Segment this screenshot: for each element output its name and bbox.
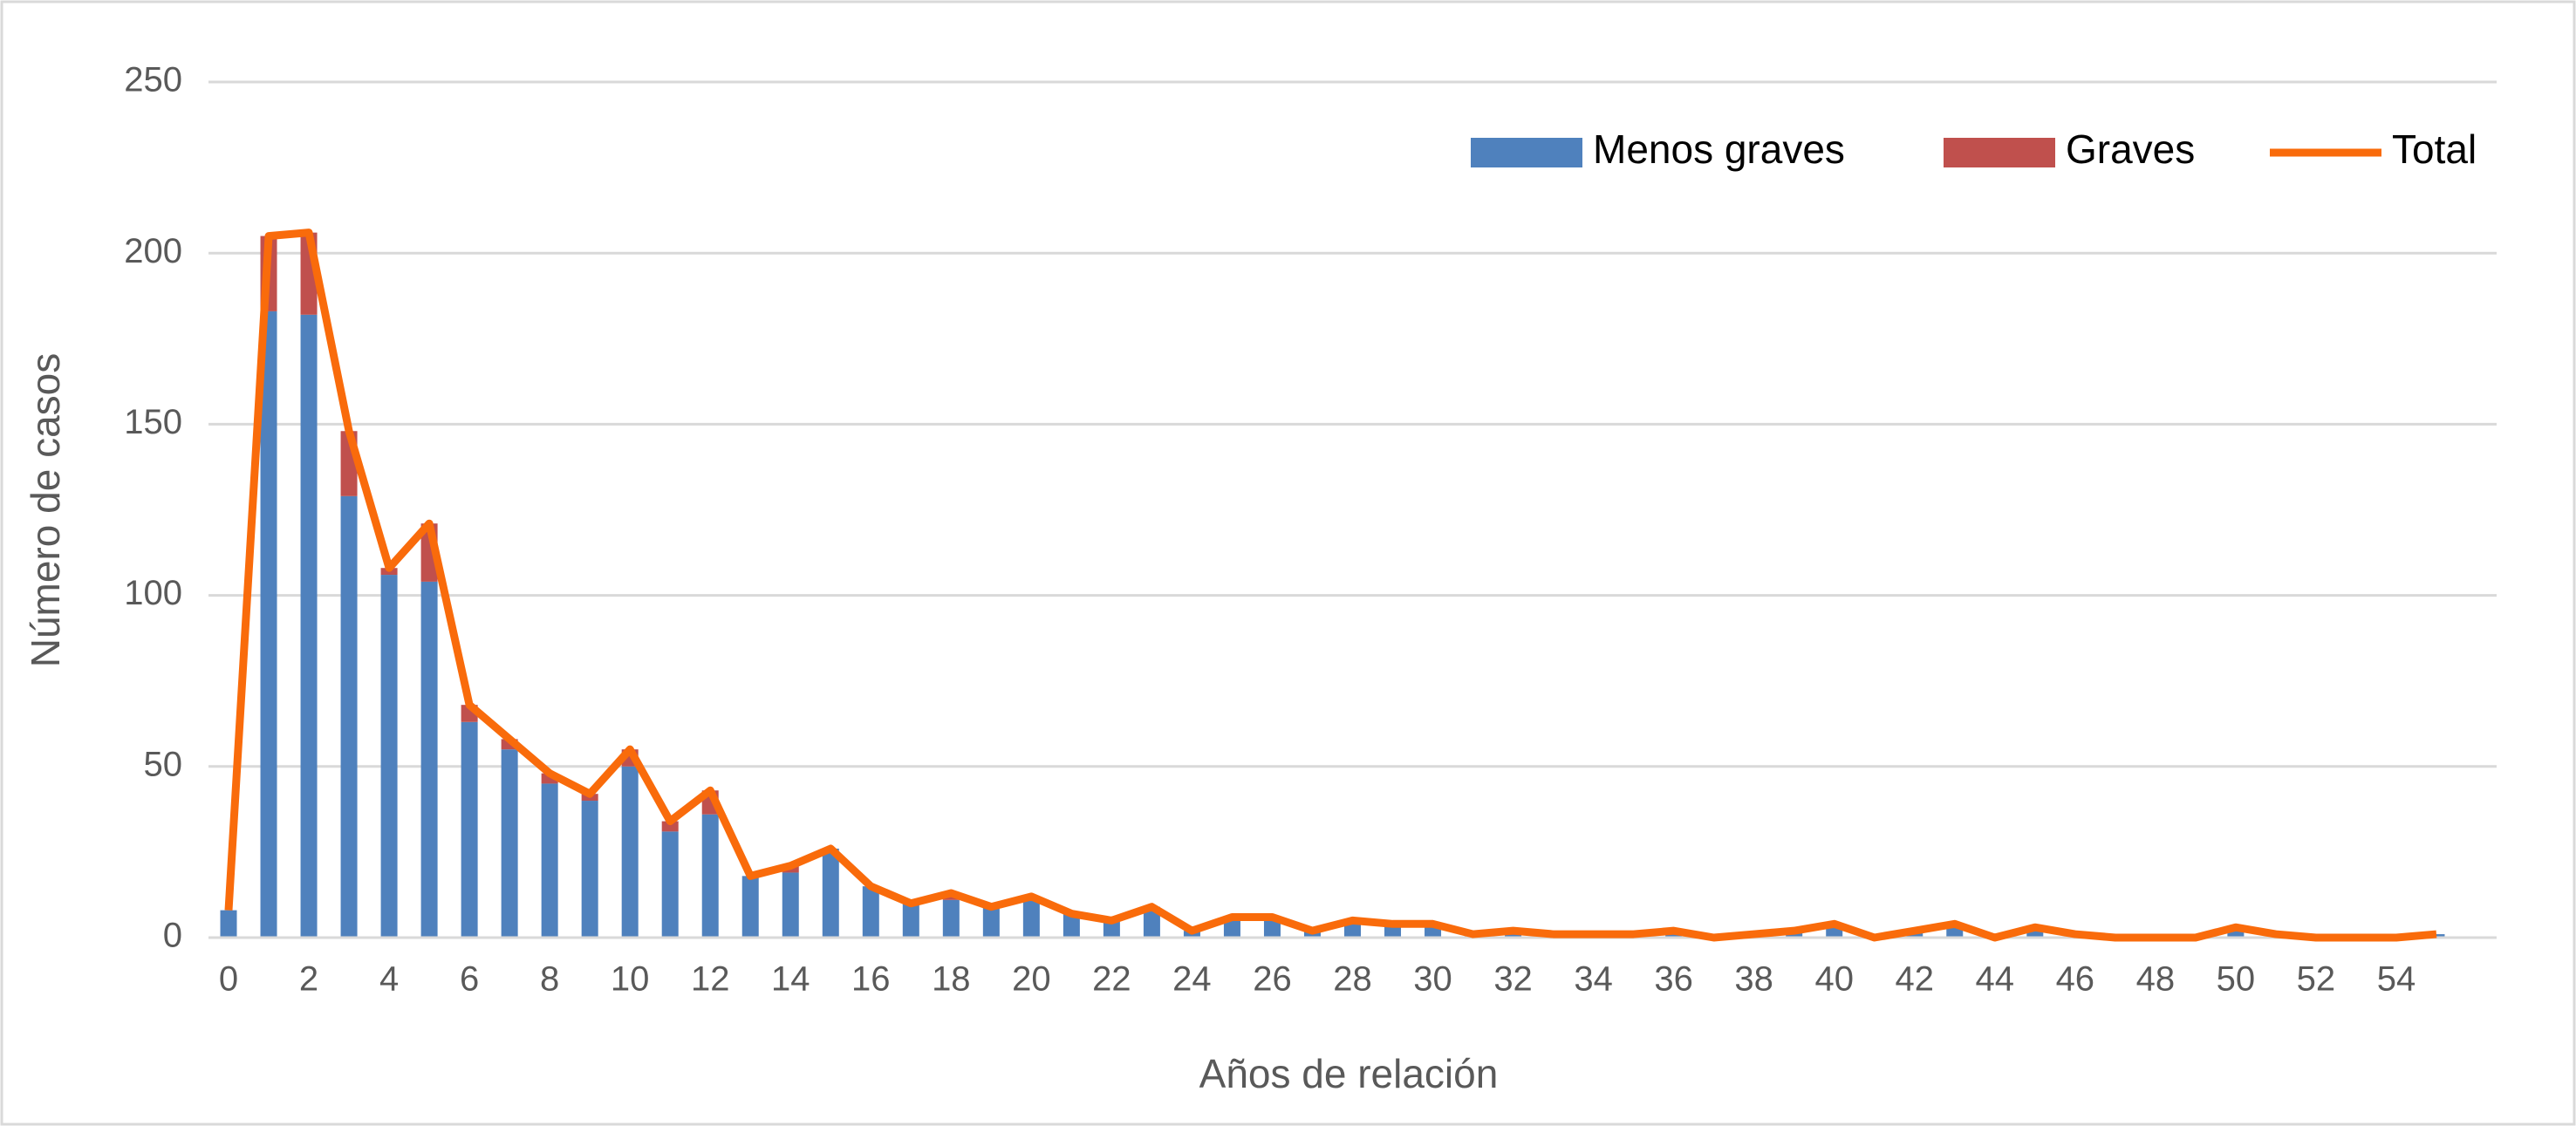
x-tick-label: 22 (1092, 960, 1131, 999)
bar (782, 872, 799, 938)
bar (862, 886, 879, 938)
x-tick-label: 0 (219, 960, 238, 999)
x-tick-label: 24 (1172, 960, 1212, 999)
x-tick-label: 36 (1654, 960, 1693, 999)
bar (461, 721, 478, 938)
x-tick-label: 32 (1493, 960, 1533, 999)
y-tick-label: 200 (124, 232, 182, 270)
x-tick-label: 48 (2136, 960, 2176, 999)
x-tick-label: 50 (2217, 960, 2256, 999)
x-axis-title: Años de relación (1199, 1051, 1499, 1096)
x-tick-label: 18 (932, 960, 971, 999)
legend-swatch (1944, 138, 2055, 167)
x-tick-label: 42 (1895, 960, 1934, 999)
legend-swatch (1471, 138, 1582, 167)
bar (300, 314, 318, 938)
x-tick-label: 4 (379, 960, 399, 999)
x-tick-label: 28 (1333, 960, 1372, 999)
bar (541, 783, 558, 938)
x-tick-label: 6 (460, 960, 479, 999)
x-tick-label: 44 (1976, 960, 2015, 999)
y-axis-title: Número de casos (23, 353, 68, 668)
x-tick-label: 54 (2377, 960, 2416, 999)
y-tick-label: 100 (124, 574, 182, 612)
bar (1022, 896, 1040, 938)
bar (621, 766, 639, 938)
x-tick-label: 20 (1012, 960, 1051, 999)
x-tick-label: 26 (1253, 960, 1292, 999)
x-tick-label: 30 (1413, 960, 1452, 999)
legend-label: Graves (2066, 126, 2195, 172)
bar (701, 814, 719, 938)
y-tick-label: 250 (124, 61, 182, 99)
x-tick-label: 8 (540, 960, 559, 999)
bar (501, 749, 518, 938)
bar (380, 575, 398, 938)
y-tick-label: 150 (124, 403, 182, 441)
x-tick-label: 38 (1734, 960, 1773, 999)
bar (420, 581, 438, 938)
bar (902, 903, 919, 938)
x-tick-label: 52 (2297, 960, 2336, 999)
bar (741, 876, 759, 938)
bar (982, 906, 1000, 938)
bar (2227, 927, 2245, 938)
bar (220, 910, 237, 938)
bar (661, 821, 679, 832)
bar (260, 311, 277, 938)
y-tick-label: 50 (144, 745, 183, 783)
bar (581, 801, 598, 938)
legend-label: Menos graves (1593, 126, 1845, 172)
bar (541, 773, 558, 784)
x-tick-label: 16 (851, 960, 891, 999)
bar (942, 899, 960, 938)
bar (340, 495, 358, 938)
bar (2026, 927, 2044, 938)
bar (661, 831, 679, 938)
y-tick-label: 0 (163, 917, 182, 955)
legend-label: Total (2392, 126, 2477, 172)
x-tick-label: 34 (1574, 960, 1613, 999)
x-tick-label: 12 (691, 960, 730, 999)
x-tick-label: 14 (771, 960, 810, 999)
bar (1103, 920, 1120, 938)
line (224, 229, 2437, 942)
bar (1063, 913, 1080, 938)
x-tick-label: 40 (1814, 960, 1854, 999)
x-tick-label: 2 (299, 960, 318, 999)
bar (822, 848, 839, 938)
x-tick-label: 10 (611, 960, 650, 999)
x-tick-label: 46 (2056, 960, 2095, 999)
bar (1143, 906, 1160, 938)
